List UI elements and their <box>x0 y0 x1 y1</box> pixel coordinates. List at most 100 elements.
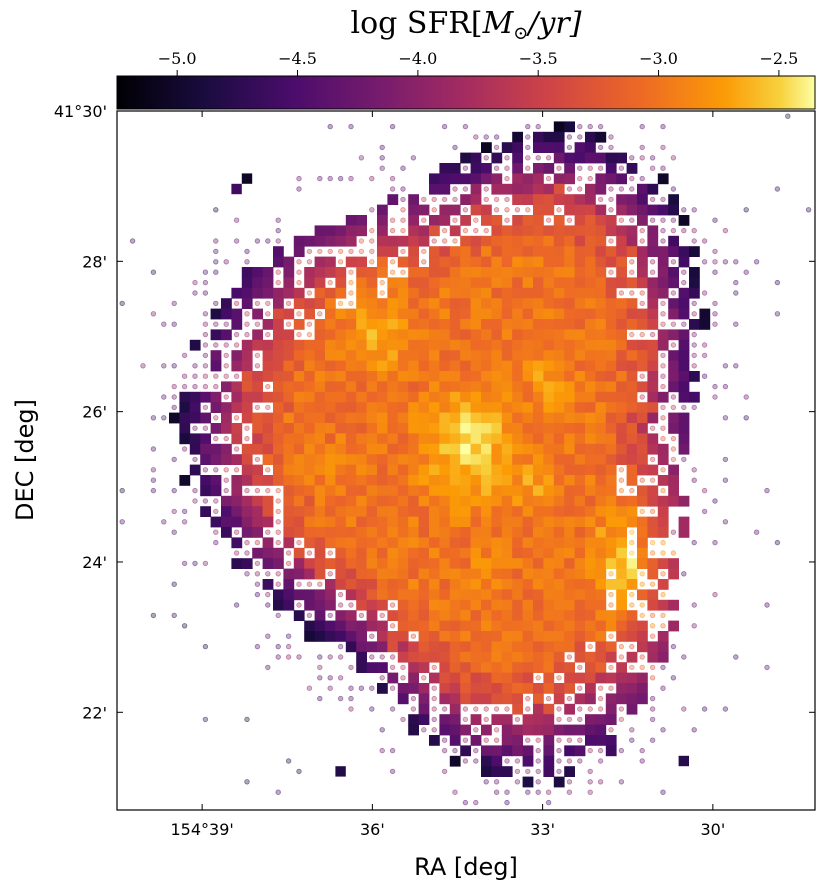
sfr-pixel <box>533 683 544 694</box>
sfr-pixel <box>387 298 399 309</box>
low-significance-pixel <box>618 716 625 723</box>
sfr-pixel <box>449 516 461 528</box>
sfr-pixel <box>387 516 399 528</box>
sfr-pixel <box>605 308 617 320</box>
sfr-pixel <box>241 350 253 361</box>
sfr-pixel <box>605 329 617 341</box>
sfr-pixel <box>304 371 315 382</box>
low-significance-pixel <box>525 123 531 130</box>
sfr-pixel <box>356 537 367 549</box>
sfr-pixel <box>668 360 679 372</box>
sfr-pixel <box>543 319 555 330</box>
low-significance-pixel <box>171 394 177 400</box>
sfr-pixel <box>668 246 679 257</box>
low-significance-pixel <box>660 383 666 390</box>
low-significance-pixel <box>358 248 365 255</box>
sfr-pixel <box>533 371 544 382</box>
sfr-pixel <box>564 495 575 507</box>
low-significance-pixel <box>296 539 302 546</box>
low-significance-pixel <box>525 706 531 712</box>
sfr-pixel <box>460 371 471 382</box>
low-significance-pixel <box>296 259 302 265</box>
sfr-pixel <box>668 620 679 632</box>
sfr-pixel <box>366 381 378 393</box>
sfr-pixel <box>397 579 409 590</box>
low-significance-pixel <box>608 633 614 639</box>
sfr-pixel <box>210 308 222 320</box>
sfr-pixel <box>522 755 534 767</box>
low-significance-pixel <box>608 685 614 691</box>
sfr-pixel <box>533 246 544 257</box>
low-significance-pixel <box>317 175 323 182</box>
sfr-pixel <box>397 319 409 330</box>
low-significance-pixel <box>441 238 448 244</box>
sfr-pixel <box>397 412 409 424</box>
sfr-pixel <box>595 714 607 725</box>
sfr-pixel <box>501 246 513 257</box>
low-significance-pixel <box>639 571 645 577</box>
sfr-pixel <box>418 693 430 705</box>
low-significance-pixel <box>504 165 510 171</box>
sfr-pixel <box>397 641 409 653</box>
sfr-pixel <box>221 506 232 517</box>
low-significance-pixel <box>348 664 354 671</box>
sfr-pixel <box>335 579 347 590</box>
sfr-pixel <box>345 537 357 549</box>
sfr-pixel <box>449 537 461 549</box>
sfr-pixel <box>231 360 243 372</box>
low-significance-pixel <box>389 768 396 775</box>
sfr-pixel <box>418 662 430 673</box>
sfr-pixel <box>241 495 253 507</box>
sfr-pixel <box>429 371 440 382</box>
low-significance-pixel <box>556 768 562 775</box>
sfr-pixel <box>512 339 523 351</box>
sfr-pixel <box>647 495 659 507</box>
low-significance-pixel <box>712 321 718 327</box>
sfr-pixel <box>460 256 471 268</box>
sfr-pixel <box>564 204 575 216</box>
sfr-pixel <box>304 506 315 517</box>
low-significance-pixel <box>181 508 188 515</box>
low-significance-pixel <box>691 352 697 359</box>
low-significance-pixel <box>337 259 344 265</box>
sfr-pixel <box>314 506 326 517</box>
sfr-pixel <box>605 423 617 434</box>
sfr-pixel <box>283 433 295 445</box>
sfr-pixel <box>512 651 523 663</box>
low-significance-pixel <box>618 643 625 650</box>
low-significance-pixel <box>566 217 573 223</box>
sfr-pixel <box>449 381 461 393</box>
sfr-pixel <box>626 412 638 424</box>
low-significance-pixel <box>504 196 510 203</box>
sfr-pixel <box>387 485 399 497</box>
sfr-pixel <box>512 246 523 257</box>
sfr-pixel <box>522 485 534 497</box>
low-significance-pixel <box>483 706 489 712</box>
sfr-pixel <box>564 443 575 455</box>
sfr-pixel <box>283 412 295 424</box>
low-significance-pixel <box>670 321 677 327</box>
low-significance-pixel <box>743 207 749 213</box>
sfr-pixel <box>200 433 211 445</box>
low-significance-pixel <box>213 207 219 213</box>
sfr-pixel <box>325 391 336 403</box>
sfr-pixel <box>221 454 232 465</box>
sfr-pixel <box>283 371 295 382</box>
sfr-pixel <box>512 464 523 476</box>
low-significance-pixel <box>608 238 614 244</box>
sfr-pixel <box>439 662 451 673</box>
low-significance-pixel <box>431 196 437 203</box>
sfr-pixel <box>449 319 461 330</box>
low-significance-pixel <box>462 165 469 171</box>
sfr-pixel <box>345 589 357 601</box>
sfr-pixel <box>626 610 638 621</box>
sfr-pixel <box>397 693 409 705</box>
sfr-pixel <box>377 298 388 309</box>
sfr-pixel <box>553 215 565 226</box>
sfr-pixel <box>585 402 596 413</box>
low-significance-pixel <box>389 186 396 192</box>
low-significance-pixel <box>629 539 635 546</box>
sfr-pixel <box>179 412 191 424</box>
sfr-pixel <box>429 579 440 590</box>
sfr-pixel <box>491 350 503 361</box>
